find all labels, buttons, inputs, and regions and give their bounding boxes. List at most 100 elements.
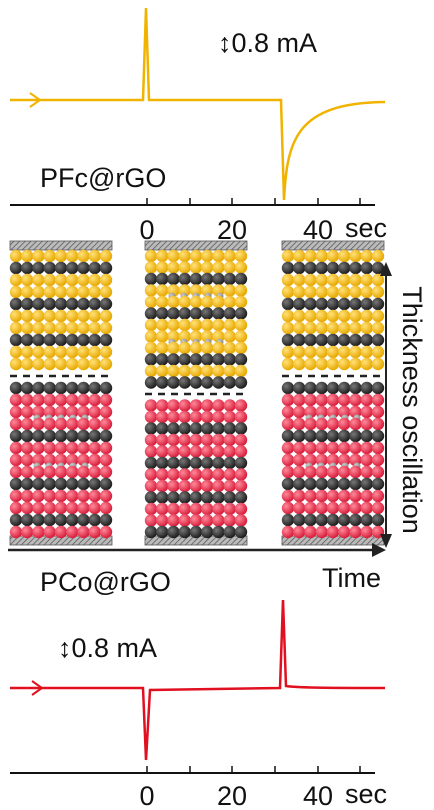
ball — [190, 480, 202, 492]
ball — [190, 296, 202, 308]
ball — [145, 330, 157, 342]
ball — [338, 322, 350, 334]
ball — [316, 322, 328, 334]
ball — [179, 491, 191, 503]
ball — [44, 466, 56, 478]
ball — [32, 490, 44, 502]
ball — [156, 526, 168, 538]
ball — [167, 468, 179, 480]
ball — [156, 284, 168, 296]
ball — [327, 298, 339, 310]
ball — [21, 322, 33, 334]
ball — [293, 394, 305, 406]
ball — [201, 273, 213, 285]
ball — [372, 454, 384, 466]
ball — [316, 298, 328, 310]
ball — [179, 342, 191, 354]
ball — [55, 514, 67, 526]
ball — [338, 358, 350, 370]
ball — [66, 274, 78, 286]
ball — [327, 346, 339, 358]
ball — [304, 358, 316, 370]
ball — [201, 353, 213, 365]
ball — [32, 310, 44, 322]
ball — [293, 274, 305, 286]
ball — [21, 478, 33, 490]
ball — [372, 430, 384, 442]
ball — [10, 382, 22, 394]
ball — [167, 503, 179, 515]
ball — [293, 382, 305, 394]
ball — [66, 442, 78, 454]
ball — [372, 250, 384, 262]
ball — [44, 430, 56, 442]
ball — [190, 399, 202, 411]
ball — [10, 358, 22, 370]
ball — [179, 526, 191, 538]
ball — [201, 480, 213, 492]
ball — [282, 322, 294, 334]
ball — [100, 322, 112, 334]
ball — [44, 346, 56, 358]
ball — [304, 478, 316, 490]
ball — [190, 457, 202, 469]
figure: ↕0.8 mA PFc@rGO 0 20 40 sec Time Thickne… — [0, 0, 434, 810]
ball — [349, 502, 361, 514]
ball — [212, 468, 224, 480]
ball — [32, 358, 44, 370]
ball — [55, 358, 67, 370]
ball — [89, 322, 101, 334]
ball — [349, 262, 361, 274]
ball — [293, 286, 305, 298]
ball — [100, 298, 112, 310]
ball — [304, 502, 316, 514]
ball — [212, 365, 224, 377]
ball — [361, 418, 373, 430]
ball — [167, 491, 179, 503]
ball — [361, 490, 373, 502]
ball — [316, 442, 328, 454]
ball — [235, 250, 247, 262]
ball — [293, 298, 305, 310]
ball — [304, 418, 316, 430]
ball — [201, 376, 213, 388]
ball — [21, 430, 33, 442]
ball — [167, 526, 179, 538]
ball — [156, 319, 168, 331]
ball — [293, 490, 305, 502]
ball — [66, 418, 78, 430]
ball — [372, 502, 384, 514]
ball — [235, 445, 247, 457]
electrode — [145, 241, 247, 250]
ball — [224, 526, 236, 538]
ball — [212, 296, 224, 308]
ball — [77, 442, 89, 454]
ball — [100, 478, 112, 490]
ball — [145, 273, 157, 285]
ball — [156, 296, 168, 308]
ball — [327, 382, 339, 394]
ball — [201, 445, 213, 457]
ball — [89, 466, 101, 478]
ball — [304, 334, 316, 346]
ball — [224, 434, 236, 446]
ball — [44, 382, 56, 394]
ball — [349, 250, 361, 262]
ball — [338, 490, 350, 502]
tick-label: 20 — [217, 781, 247, 810]
axis-ticks — [147, 766, 360, 773]
ball — [361, 298, 373, 310]
ball — [156, 330, 168, 342]
ball — [66, 478, 78, 490]
ball — [55, 346, 67, 358]
ball — [224, 365, 236, 377]
ball — [32, 466, 44, 478]
ball — [100, 454, 112, 466]
ball — [77, 418, 89, 430]
ball — [66, 334, 78, 346]
ball — [361, 382, 373, 394]
ball — [77, 310, 89, 322]
ball — [282, 454, 294, 466]
ball — [32, 322, 44, 334]
ball — [327, 466, 339, 478]
